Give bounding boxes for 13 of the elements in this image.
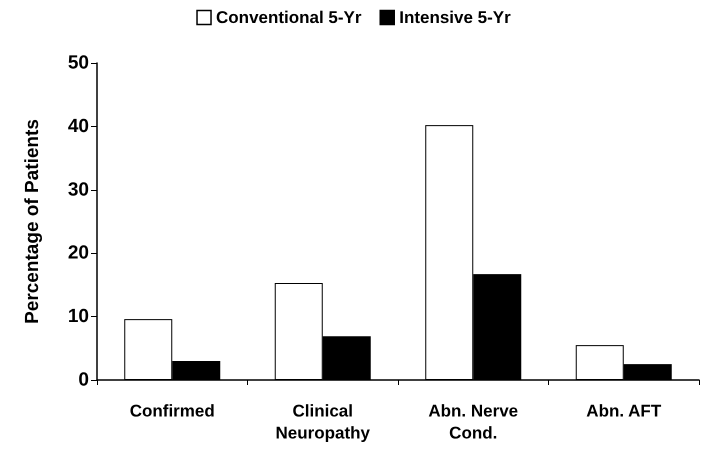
y-tick-label: 20 xyxy=(68,242,89,264)
x-tick-label: Abn. Nerve Cond. xyxy=(428,402,518,442)
x-tick-label: Clinical Neuropathy xyxy=(276,402,371,442)
x-tick-label: Abn. AFT xyxy=(586,402,662,420)
y-axis-title: Percentage of Patients xyxy=(22,119,43,324)
y-tick-label: 30 xyxy=(68,179,89,200)
y-tick-label: 40 xyxy=(68,116,89,137)
y-tick-label: 50 xyxy=(68,52,89,74)
legend-label: Intensive 5-Yr xyxy=(399,8,512,27)
y-tick-label: 10 xyxy=(68,306,89,328)
y-tick-label: 0 xyxy=(78,370,89,390)
legend-label: Conventional 5-Yr xyxy=(216,8,362,27)
x-tick-label: Confirmed xyxy=(130,402,215,420)
